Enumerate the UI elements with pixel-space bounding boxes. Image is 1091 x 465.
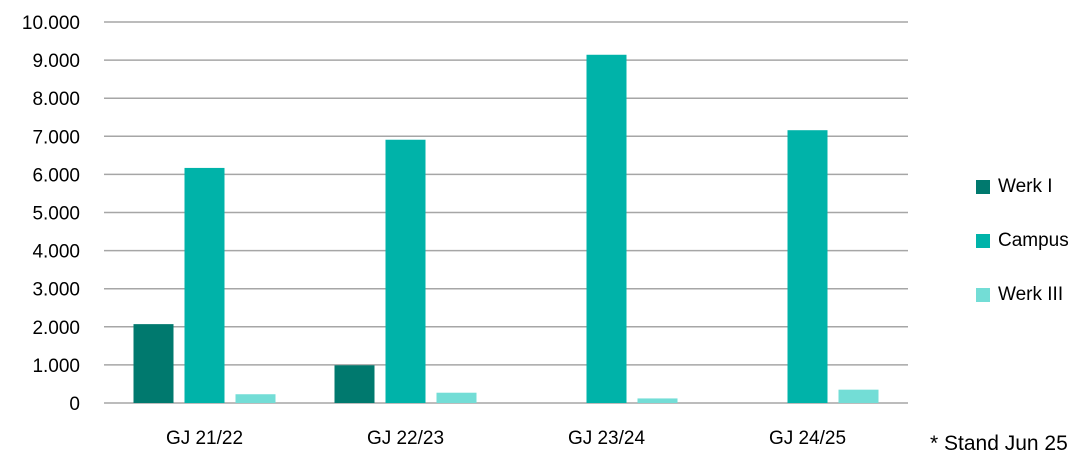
legend-item-werk-iii: Werk III [976,280,1069,310]
legend-swatch-werk-i [976,180,990,194]
footnote: * Stand Jun 25 [930,432,1068,455]
bar-campus [586,54,627,404]
y-tick-label: 5.000 [32,204,80,225]
x-category-label: GJ 21/22 [166,428,243,449]
bar-werk-iii [436,392,477,403]
bar-werk-iii [838,389,879,403]
y-tick-label: 1.000 [32,356,80,377]
bar-werk-iii [235,394,276,403]
bar-campus [385,139,426,403]
legend-label-werk-i: Werk I [998,176,1053,197]
x-category-label: GJ 23/24 [568,428,646,449]
y-tick-label: 4.000 [32,242,80,263]
gridlines [104,21,908,404]
legend-swatch-werk-iii [976,288,990,302]
bar-campus [787,130,828,404]
y-tick-label: 3.000 [32,280,80,301]
y-tick-label: 8.000 [32,89,80,110]
y-tick-label: 10.000 [22,13,80,34]
y-tick-label: 6.000 [32,165,80,186]
bars [133,54,879,404]
x-category-label: GJ 24/25 [769,428,846,449]
legend-item-werk-i: Werk I [976,172,1069,202]
bar-werk-i [133,324,174,403]
legend-label-campus: Campus [998,230,1069,251]
legend: Werk I Campus Werk III [976,172,1069,334]
y-tick-label: 9.000 [32,51,80,72]
y-tick-label: 7.000 [32,127,80,148]
y-tick-label: 2.000 [32,318,80,339]
x-axis-category-labels: GJ 21/22 GJ 22/23 GJ 23/24 GJ 24/25 [166,428,846,449]
bar-werk-iii [637,398,678,403]
x-category-label: GJ 22/23 [367,428,444,449]
bar-campus [184,167,225,403]
legend-swatch-campus [976,234,990,248]
y-axis-tick-labels: 0 1.000 2.000 3.000 4.000 5.000 6.000 7.000 8.00… [22,13,80,415]
legend-item-campus: Campus [976,226,1069,256]
legend-label-werk-iii: Werk III [998,284,1064,305]
y-tick-label: 0 [69,394,80,415]
bar-werk-i [334,365,375,403]
